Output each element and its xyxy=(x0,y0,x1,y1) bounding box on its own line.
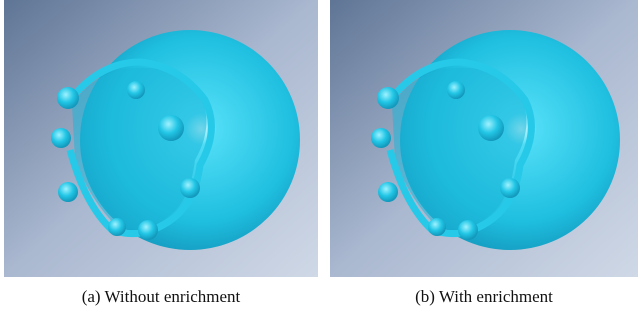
figure: (a) Without enrichment (b) With enrichme… xyxy=(0,0,641,320)
caption: (a) Without enrichment xyxy=(82,287,241,306)
caption: (b) With enrichment xyxy=(415,287,553,306)
panel-a-image xyxy=(4,0,318,277)
figure-page: (a) Without enrichment (b) With enrichme… xyxy=(0,0,641,320)
panel-b-image xyxy=(330,0,638,277)
